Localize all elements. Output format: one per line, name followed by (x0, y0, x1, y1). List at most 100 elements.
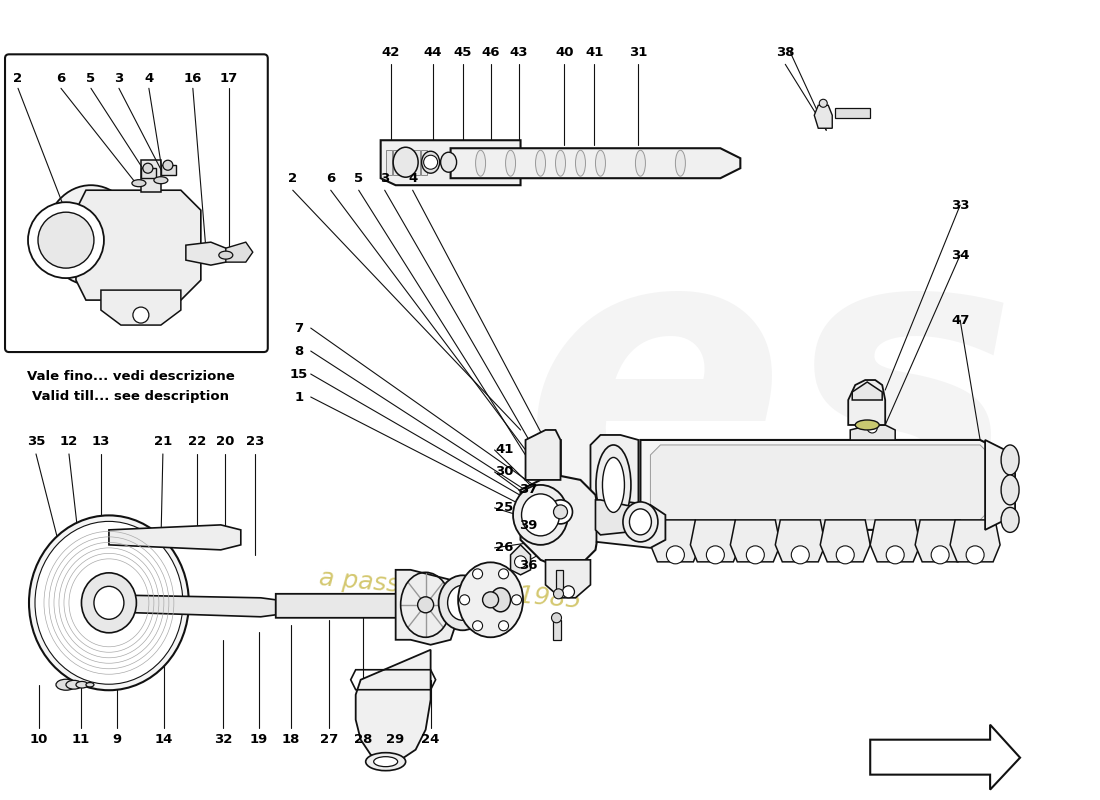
Ellipse shape (596, 445, 631, 525)
Circle shape (473, 569, 483, 579)
Polygon shape (850, 425, 895, 440)
Ellipse shape (636, 150, 646, 176)
Ellipse shape (56, 679, 76, 690)
Circle shape (515, 556, 527, 568)
Polygon shape (399, 150, 406, 175)
Ellipse shape (1001, 475, 1019, 505)
Polygon shape (546, 560, 591, 598)
Circle shape (163, 160, 173, 170)
Circle shape (966, 546, 984, 564)
Text: 10: 10 (30, 733, 48, 746)
Text: Valid till... see description: Valid till... see description (32, 390, 230, 403)
Ellipse shape (81, 573, 136, 633)
Ellipse shape (35, 522, 183, 684)
Text: 41: 41 (495, 443, 514, 457)
Text: 13: 13 (91, 435, 110, 449)
Polygon shape (186, 242, 229, 265)
Circle shape (551, 613, 561, 622)
Text: 5: 5 (87, 72, 96, 85)
Text: 17: 17 (220, 72, 238, 85)
Text: 15: 15 (289, 367, 308, 381)
Text: 2: 2 (288, 172, 297, 185)
Polygon shape (950, 520, 1000, 562)
Ellipse shape (536, 150, 546, 176)
Text: 11: 11 (72, 733, 90, 746)
Polygon shape (101, 290, 180, 325)
Circle shape (460, 595, 470, 605)
Circle shape (667, 546, 684, 564)
Text: 45: 45 (453, 46, 472, 59)
Text: 47: 47 (950, 314, 969, 326)
Circle shape (498, 569, 508, 579)
Text: 33: 33 (950, 198, 969, 212)
Text: 4: 4 (408, 172, 417, 185)
Text: 3: 3 (114, 72, 123, 85)
Polygon shape (596, 498, 666, 548)
Circle shape (553, 505, 568, 519)
Polygon shape (814, 106, 833, 128)
Text: 31: 31 (629, 46, 648, 59)
Ellipse shape (76, 682, 88, 688)
Polygon shape (109, 525, 241, 550)
Polygon shape (776, 520, 825, 562)
Ellipse shape (855, 420, 879, 430)
Text: 41: 41 (585, 46, 604, 59)
Text: 38: 38 (776, 46, 794, 59)
Circle shape (549, 500, 572, 524)
Ellipse shape (86, 682, 94, 687)
Circle shape (562, 586, 574, 598)
Polygon shape (540, 440, 561, 476)
Ellipse shape (365, 753, 406, 770)
Polygon shape (414, 150, 419, 175)
Polygon shape (420, 150, 427, 175)
Circle shape (498, 621, 508, 630)
Polygon shape (520, 476, 601, 568)
Circle shape (791, 546, 810, 564)
Polygon shape (355, 650, 430, 762)
Ellipse shape (154, 177, 168, 184)
Circle shape (424, 155, 438, 170)
Polygon shape (650, 445, 986, 520)
Text: 27: 27 (320, 733, 338, 746)
Text: 22: 22 (188, 435, 206, 449)
Ellipse shape (475, 150, 485, 176)
Polygon shape (381, 140, 520, 186)
Ellipse shape (46, 186, 136, 285)
Text: 16: 16 (184, 72, 202, 85)
Text: 6: 6 (56, 72, 66, 85)
Polygon shape (870, 520, 921, 562)
Text: 44: 44 (424, 46, 442, 59)
Polygon shape (848, 380, 886, 425)
Text: 8: 8 (294, 345, 304, 358)
Text: 25: 25 (495, 502, 514, 514)
Circle shape (28, 202, 103, 278)
Circle shape (836, 546, 855, 564)
Circle shape (932, 546, 949, 564)
Ellipse shape (29, 515, 189, 690)
Circle shape (746, 546, 764, 564)
Polygon shape (915, 520, 965, 562)
Circle shape (143, 163, 153, 174)
Text: 18: 18 (282, 733, 300, 746)
Text: 32: 32 (213, 733, 232, 746)
Text: 36: 36 (519, 559, 538, 572)
Polygon shape (226, 242, 253, 262)
Ellipse shape (441, 152, 456, 172)
Text: 42: 42 (382, 46, 399, 59)
Polygon shape (276, 594, 410, 618)
Text: 37: 37 (519, 483, 538, 497)
Polygon shape (393, 150, 398, 175)
Text: Vale fino... vedi descrizione: Vale fino... vedi descrizione (28, 370, 234, 383)
Ellipse shape (94, 586, 124, 619)
FancyBboxPatch shape (6, 54, 267, 352)
Text: 2: 2 (13, 72, 23, 85)
Polygon shape (526, 430, 561, 480)
Text: 30: 30 (495, 466, 514, 478)
Polygon shape (986, 440, 1015, 530)
Text: 40: 40 (556, 46, 574, 59)
Ellipse shape (421, 151, 440, 174)
Text: 46: 46 (482, 46, 499, 59)
Text: 34: 34 (950, 249, 969, 262)
Ellipse shape (219, 251, 233, 259)
Ellipse shape (513, 485, 568, 545)
